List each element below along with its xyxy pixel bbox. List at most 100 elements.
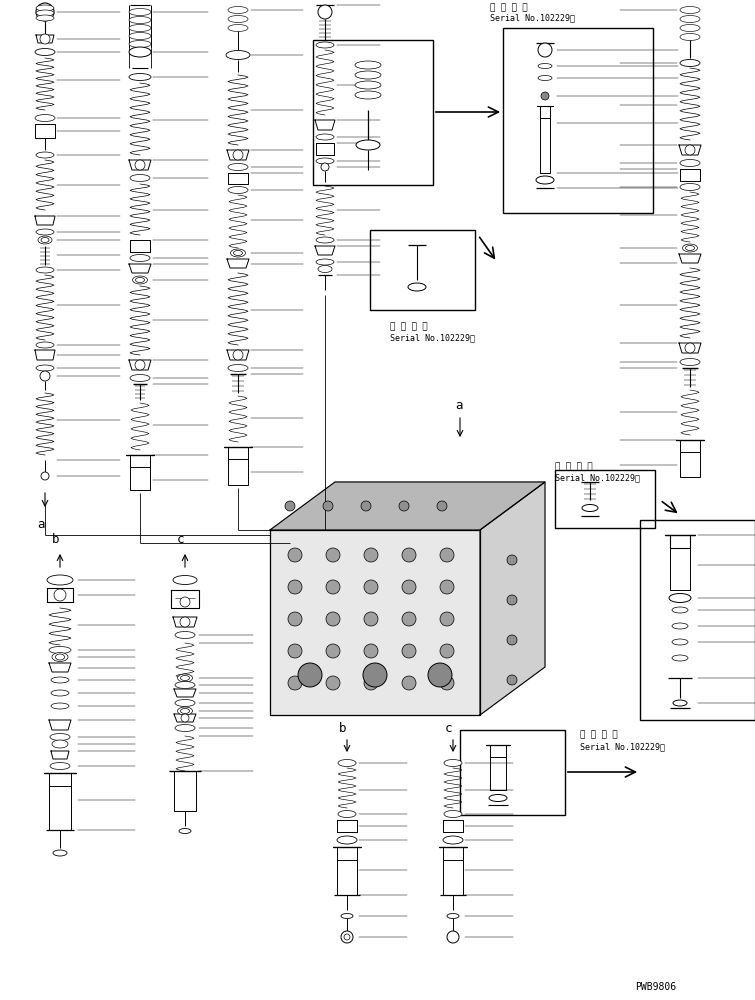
Circle shape bbox=[285, 501, 295, 511]
Text: 適 用 号 機: 適 用 号 機 bbox=[390, 322, 427, 331]
Ellipse shape bbox=[130, 254, 150, 261]
Ellipse shape bbox=[41, 237, 49, 242]
Ellipse shape bbox=[50, 762, 70, 770]
Ellipse shape bbox=[36, 365, 54, 371]
Text: b: b bbox=[52, 533, 60, 546]
Ellipse shape bbox=[538, 76, 552, 81]
Bar bbox=[555, 470, 655, 528]
Text: 適 用 号 機: 適 用 号 機 bbox=[580, 730, 618, 739]
Circle shape bbox=[326, 676, 340, 690]
Ellipse shape bbox=[36, 229, 54, 235]
Ellipse shape bbox=[130, 374, 150, 381]
Text: 適 用 号 機: 適 用 号 機 bbox=[555, 462, 593, 471]
Circle shape bbox=[54, 589, 66, 601]
Circle shape bbox=[402, 580, 416, 594]
Circle shape bbox=[402, 644, 416, 658]
Circle shape bbox=[364, 580, 378, 594]
Ellipse shape bbox=[680, 15, 700, 22]
Ellipse shape bbox=[672, 607, 688, 613]
Ellipse shape bbox=[536, 176, 554, 184]
Circle shape bbox=[180, 597, 190, 607]
Ellipse shape bbox=[489, 794, 507, 802]
Ellipse shape bbox=[680, 359, 700, 365]
Ellipse shape bbox=[51, 690, 69, 696]
Circle shape bbox=[685, 145, 695, 155]
Ellipse shape bbox=[338, 760, 356, 766]
Ellipse shape bbox=[129, 74, 151, 81]
Ellipse shape bbox=[135, 277, 144, 282]
Ellipse shape bbox=[408, 283, 426, 291]
Circle shape bbox=[323, 501, 333, 511]
Ellipse shape bbox=[318, 265, 332, 272]
Circle shape bbox=[361, 501, 371, 511]
Ellipse shape bbox=[129, 40, 151, 47]
Circle shape bbox=[507, 635, 517, 645]
Ellipse shape bbox=[316, 259, 334, 265]
Ellipse shape bbox=[180, 708, 190, 714]
Ellipse shape bbox=[680, 159, 700, 166]
Bar bbox=[313, 40, 433, 185]
Text: c: c bbox=[445, 722, 452, 735]
Ellipse shape bbox=[538, 64, 552, 68]
Ellipse shape bbox=[47, 575, 73, 585]
Ellipse shape bbox=[230, 249, 245, 257]
Circle shape bbox=[440, 644, 454, 658]
Ellipse shape bbox=[316, 158, 334, 164]
Ellipse shape bbox=[132, 276, 147, 284]
Polygon shape bbox=[270, 530, 480, 715]
Ellipse shape bbox=[175, 632, 195, 639]
Ellipse shape bbox=[355, 91, 381, 99]
Polygon shape bbox=[480, 482, 545, 715]
Polygon shape bbox=[270, 482, 545, 530]
Ellipse shape bbox=[680, 6, 700, 13]
Circle shape bbox=[440, 676, 454, 690]
Circle shape bbox=[326, 580, 340, 594]
Circle shape bbox=[399, 501, 409, 511]
Circle shape bbox=[440, 548, 454, 562]
Text: c: c bbox=[177, 533, 184, 546]
Ellipse shape bbox=[36, 152, 54, 158]
Ellipse shape bbox=[129, 8, 151, 15]
Circle shape bbox=[440, 612, 454, 626]
Ellipse shape bbox=[683, 244, 698, 252]
Circle shape bbox=[135, 160, 145, 170]
Ellipse shape bbox=[129, 47, 151, 57]
Ellipse shape bbox=[51, 677, 69, 683]
Circle shape bbox=[402, 612, 416, 626]
Ellipse shape bbox=[673, 700, 687, 706]
Ellipse shape bbox=[338, 810, 356, 818]
Ellipse shape bbox=[228, 24, 248, 31]
Circle shape bbox=[541, 92, 549, 100]
Text: Serial No.102229～: Serial No.102229～ bbox=[580, 742, 665, 751]
Ellipse shape bbox=[52, 740, 68, 748]
Circle shape bbox=[507, 595, 517, 605]
Ellipse shape bbox=[129, 16, 151, 23]
Ellipse shape bbox=[443, 836, 463, 844]
Ellipse shape bbox=[356, 140, 380, 150]
Circle shape bbox=[288, 644, 302, 658]
Ellipse shape bbox=[680, 184, 700, 190]
Circle shape bbox=[341, 931, 353, 943]
Circle shape bbox=[181, 714, 189, 722]
Ellipse shape bbox=[316, 134, 334, 140]
Circle shape bbox=[288, 676, 302, 690]
Text: Serial No.102229～: Serial No.102229～ bbox=[555, 473, 640, 482]
Ellipse shape bbox=[316, 237, 334, 243]
Circle shape bbox=[440, 580, 454, 594]
Circle shape bbox=[447, 931, 459, 943]
Ellipse shape bbox=[228, 364, 248, 371]
Circle shape bbox=[402, 548, 416, 562]
Ellipse shape bbox=[337, 836, 357, 844]
Ellipse shape bbox=[228, 15, 248, 22]
Circle shape bbox=[402, 676, 416, 690]
Ellipse shape bbox=[672, 655, 688, 661]
Bar bbox=[460, 730, 565, 815]
Circle shape bbox=[40, 34, 50, 44]
Bar bbox=[370, 230, 475, 310]
Circle shape bbox=[364, 548, 378, 562]
Ellipse shape bbox=[341, 914, 353, 918]
Ellipse shape bbox=[129, 32, 151, 39]
Circle shape bbox=[288, 580, 302, 594]
Ellipse shape bbox=[233, 250, 242, 255]
Ellipse shape bbox=[226, 50, 250, 60]
